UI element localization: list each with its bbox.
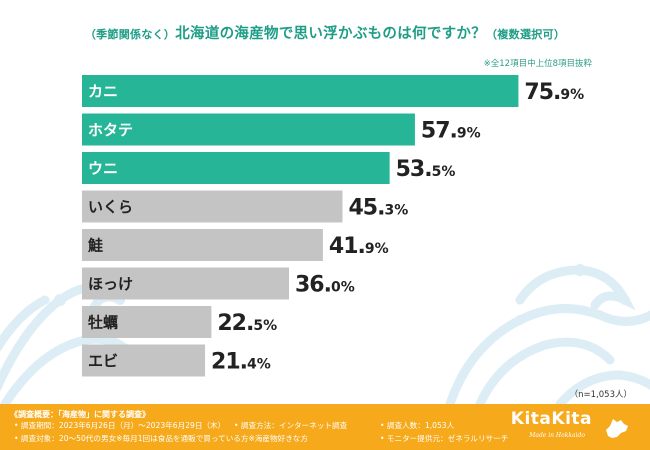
value-label-5: 41.9% bbox=[329, 234, 389, 259]
survey-target: 調査対象：20～50代の男女※毎月1回は食品を通販で買っている方※海産物好きな方 bbox=[14, 433, 308, 444]
survey-method: 調査方法：インターネット調査 bbox=[234, 420, 347, 431]
bar-5 bbox=[82, 229, 323, 261]
category-label-1: カニ bbox=[88, 83, 118, 101]
kitakita-logo: KitaKita bbox=[510, 409, 592, 429]
value-label-4: 45.3% bbox=[348, 196, 408, 221]
survey-footer: 《調査概要：「海産物」に関する調査》 調査期間：2023年6月26日（月）～20… bbox=[0, 404, 650, 450]
category-label-5: 鮭 bbox=[87, 237, 103, 255]
value-label-2: 57.9% bbox=[421, 119, 481, 144]
bar-8 bbox=[82, 344, 206, 377]
bar-2 bbox=[82, 113, 415, 146]
survey-period: 調査期間：2023年6月26日（月）～2023年6月29日（木） bbox=[14, 420, 225, 431]
survey-heading: 《調査概要：「海産物」に関する調査》 bbox=[10, 410, 150, 419]
category-label-2: ホタテ bbox=[88, 121, 133, 139]
title-main: 北海道の海産物で思い浮かぶものは何ですか？ bbox=[175, 26, 487, 42]
category-label-3: ウニ bbox=[88, 160, 118, 178]
category-label-8: エビ bbox=[88, 352, 118, 370]
chart-title: （季節関係なく）北海道の海産物で思い浮かぶものは何ですか？（複数選択可） bbox=[0, 22, 650, 43]
value-label-8: 21.4% bbox=[211, 350, 271, 375]
category-label-4: いくら bbox=[88, 198, 133, 216]
category-label-7: 牡蠣 bbox=[88, 314, 118, 332]
hokkaido-icon bbox=[606, 419, 628, 438]
bar-chart: カニ 75.9% ホタテ 57.9% ウニ 53.5% いくら 45.3% 鮭 41.9% ほっけ 3… bbox=[82, 75, 584, 377]
value-label-1: 75.9% bbox=[524, 80, 584, 105]
bar-6 bbox=[82, 267, 289, 300]
bar-7 bbox=[82, 306, 212, 338]
value-label-6: 36.0% bbox=[295, 273, 355, 298]
bar-3 bbox=[82, 152, 390, 184]
value-label-3: 53.5% bbox=[396, 157, 456, 182]
value-label-7: 22.5% bbox=[217, 311, 277, 336]
title-suffix: （複数選択可） bbox=[486, 28, 566, 41]
category-label-6: ほっけ bbox=[88, 275, 133, 293]
bar-1 bbox=[82, 75, 519, 107]
excerpt-note: ※全12項目中上位8項目抜粋 bbox=[483, 59, 592, 69]
sample-size-label: （n=1,053人） bbox=[569, 390, 632, 400]
bar-4 bbox=[82, 190, 343, 223]
wave-background bbox=[0, 264, 650, 404]
title-prefix: （季節関係なく） bbox=[84, 28, 176, 41]
survey-count: 調査人数：1,053人 bbox=[380, 420, 454, 431]
survey-provider: モニター提供元：ゼネラルリサーチ bbox=[380, 433, 509, 444]
kitakita-logo-sub: Made in Hokkaido bbox=[529, 432, 585, 439]
